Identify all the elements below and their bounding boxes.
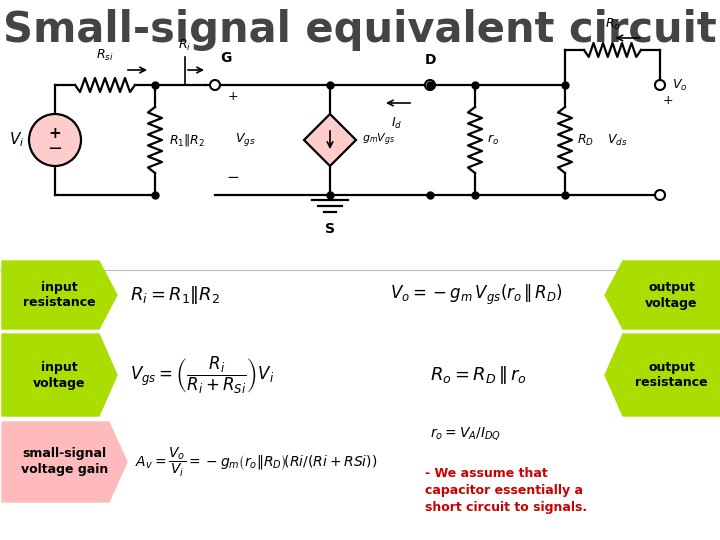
Polygon shape [2,422,127,502]
Text: $V_o$: $V_o$ [672,77,688,92]
Polygon shape [605,261,720,329]
Text: $R_o$: $R_o$ [605,17,621,32]
Text: −: − [227,170,239,185]
Text: +: + [49,125,61,140]
Text: D: D [424,53,436,67]
Text: $V_i$: $V_i$ [9,131,24,150]
Text: output
voltage: output voltage [645,280,698,309]
Polygon shape [304,114,356,166]
Circle shape [655,80,665,90]
Text: $R_i = R_1\|R_2$: $R_i = R_1\|R_2$ [130,284,220,306]
Text: output
resistance: output resistance [635,361,708,389]
Circle shape [210,80,220,90]
Text: −: − [48,140,63,158]
Text: $R_{si}$: $R_{si}$ [96,48,114,63]
Text: $R_1\|R_2$: $R_1\|R_2$ [169,132,205,148]
Text: +: + [662,94,673,107]
Text: $r_o$: $r_o$ [487,133,499,147]
Text: - We assume that
capacitor essentially a
short circuit to signals.: - We assume that capacitor essentially a… [425,467,587,514]
Circle shape [29,114,81,166]
Polygon shape [2,334,117,416]
Text: G: G [220,51,231,65]
Text: $A_v = \dfrac{V_o}{V_i} = -g_m\left(r_o\|R_D\right)\!\left(Ri/(Ri+RSi)\right)$: $A_v = \dfrac{V_o}{V_i} = -g_m\left(r_o\… [135,446,377,478]
Text: $V_{gs} = \left(\dfrac{R_i}{R_i + R_{Si}}\right)V_i$: $V_{gs} = \left(\dfrac{R_i}{R_i + R_{Si}… [130,354,274,396]
Text: $I_d$: $I_d$ [392,116,402,131]
Text: input
resistance: input resistance [23,280,96,309]
Text: $V_o = - g_m\,V_{gs}(r_o\,\|\,R_D)$: $V_o = - g_m\,V_{gs}(r_o\,\|\,R_D)$ [390,283,563,307]
Text: $V_{gs}$: $V_{gs}$ [235,132,256,148]
Text: input
voltage: input voltage [33,361,86,389]
Circle shape [425,80,435,90]
Text: $r_o = V_A / I_{DQ}$: $r_o = V_A / I_{DQ}$ [430,426,501,442]
Polygon shape [2,261,117,329]
Text: $R_i$: $R_i$ [179,38,192,53]
Text: S: S [325,222,335,236]
Text: $g_m V_{gs}$: $g_m V_{gs}$ [362,132,395,148]
Text: small-signal
voltage gain: small-signal voltage gain [21,448,108,476]
Text: $R_o = R_D\,\|\,r_o$: $R_o = R_D\,\|\,r_o$ [430,364,527,386]
Text: $V_{ds}$: $V_{ds}$ [607,132,628,147]
Polygon shape [605,334,720,416]
Text: Small-signal equivalent circuit: Small-signal equivalent circuit [3,9,717,51]
Circle shape [655,190,665,200]
Text: $R_D$: $R_D$ [577,132,594,147]
Text: +: + [228,91,238,104]
